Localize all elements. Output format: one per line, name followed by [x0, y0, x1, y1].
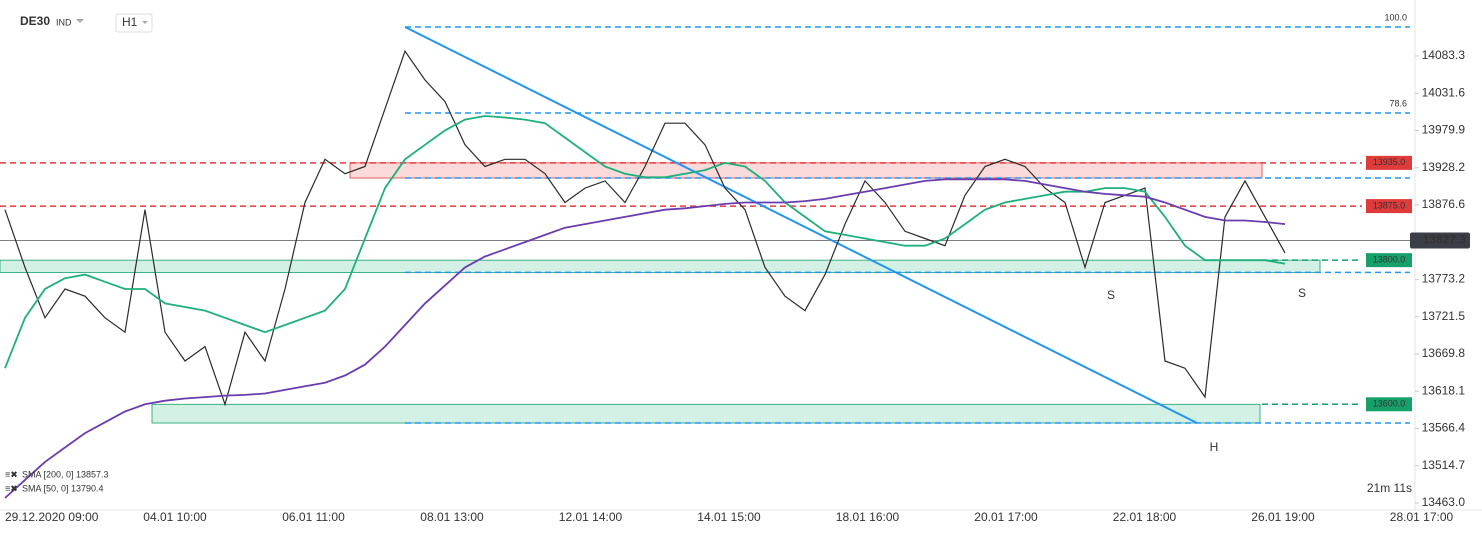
sma-line	[4, 115, 1286, 369]
timer: 21m 11s	[1367, 481, 1412, 495]
level-box	[1366, 199, 1412, 214]
price-line	[4, 49, 1286, 407]
y-tick-label: 13514.7	[1422, 458, 1466, 472]
y-tick-label: 13669.8	[1422, 346, 1466, 360]
resistance-zone	[349, 162, 1263, 179]
market: IND	[56, 17, 72, 27]
x-tick-label: 04.01 10:00	[143, 510, 207, 524]
x-tick-label: 20.01 17:00	[974, 510, 1038, 524]
y-tick-label: 13618.1	[1422, 383, 1466, 397]
fib-label: 100.0	[1384, 12, 1407, 22]
x-tick-label: 28.01 17:00	[1390, 510, 1454, 524]
y-tick-label: 13928.2	[1422, 160, 1466, 174]
x-tick-label: 26.01 19:00	[1251, 510, 1315, 524]
pattern-annotation: S	[1107, 288, 1115, 302]
pattern-annotation: S	[1298, 286, 1306, 300]
interval[interactable]: H1	[122, 15, 138, 29]
level-label: 13935.0	[1373, 157, 1406, 167]
legend-icon: ≡✖	[5, 483, 18, 493]
sma-line	[4, 178, 1286, 499]
level-label: 13875.0	[1373, 200, 1406, 210]
level-label: 13800.0	[1373, 255, 1406, 265]
x-tick-label: 14.01 15:00	[697, 510, 761, 524]
y-tick-label: 13773.2	[1422, 272, 1466, 286]
legend-icon: ≡✖	[5, 469, 18, 479]
level-box	[1366, 397, 1412, 412]
interval-box[interactable]	[115, 13, 153, 33]
current-price-box	[1410, 232, 1470, 249]
level-box	[1366, 253, 1412, 268]
legend-entry: SMA [200, 0] 13857.3	[22, 469, 109, 479]
dropdown-arrow[interactable]	[142, 21, 148, 24]
trendline	[404, 26, 1198, 424]
y-tick-label: 13721.5	[1422, 309, 1466, 323]
y-tick-label: 13979.9	[1422, 123, 1466, 137]
x-tick-label: 29.12.2020 09:00	[5, 510, 99, 524]
fib-label: 78.6	[1389, 98, 1407, 108]
level-box	[1366, 155, 1412, 170]
x-tick-label: 12.01 14:00	[559, 510, 623, 524]
support-zone	[151, 403, 1261, 424]
y-tick-label: 14031.6	[1422, 85, 1466, 99]
pattern-annotation: H	[1210, 440, 1219, 454]
dropdown-arrow[interactable]	[76, 19, 84, 23]
y-tick-label: 13566.4	[1422, 421, 1466, 435]
y-tick-label: 13876.6	[1422, 197, 1466, 211]
x-tick-label: 18.01 16:00	[836, 510, 900, 524]
y-tick-label: 14083.3	[1422, 48, 1466, 62]
level-label: 13600.0	[1373, 399, 1406, 409]
support-zone	[0, 259, 1321, 273]
x-tick-label: 06.01 11:00	[282, 510, 345, 524]
legend-entry: SMA [50, 0] 13790.4	[22, 483, 104, 493]
y-tick-label: 13463.0	[1422, 495, 1466, 509]
current-price-label: 13827.3	[1423, 233, 1467, 247]
symbol[interactable]: DE30	[20, 14, 50, 28]
x-tick-label: 22.01 18:00	[1113, 510, 1177, 524]
x-tick-label: 08.01 13:00	[420, 510, 484, 524]
